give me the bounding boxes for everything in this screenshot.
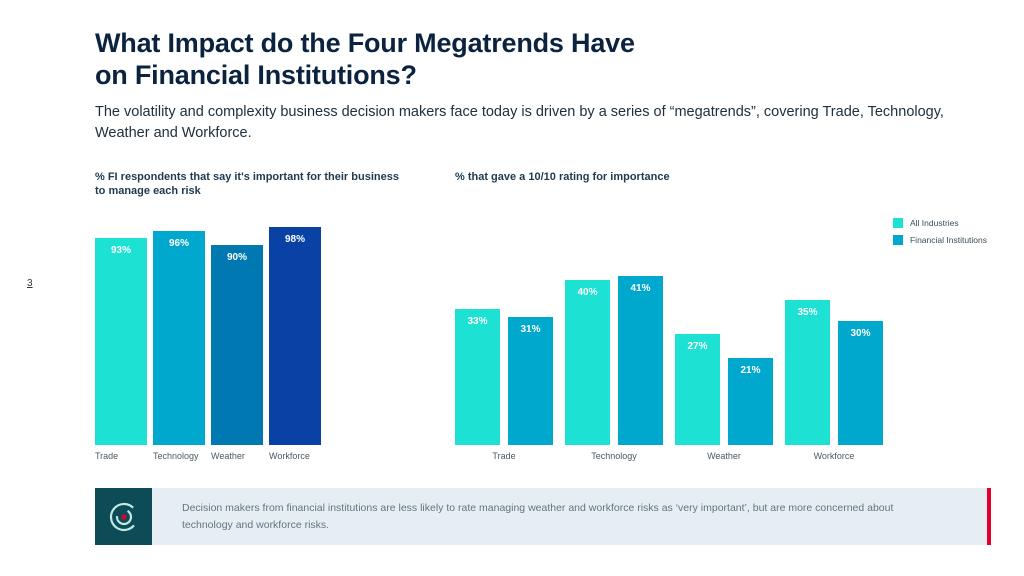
legend-label-financial-institutions: Financial Institutions [909, 235, 987, 245]
bar-technology: 41% [618, 275, 663, 446]
bar-group-workforce: 35% 30% Workforce [785, 238, 883, 461]
bar-value-label: 40% [577, 286, 598, 298]
charts-row: % FI respondents that say it's important… [95, 170, 995, 461]
insight-text-content: Decision makers from financial instituti… [182, 502, 894, 531]
bar-value-label: 30% [850, 328, 871, 340]
bar-value-label: 98% [284, 234, 305, 246]
legend-swatch-all-industries [892, 218, 903, 228]
bar-weather: 27% [675, 333, 720, 446]
category-label: Weather [211, 450, 245, 461]
category-label: Workforce [813, 451, 855, 462]
category-label: Technology [591, 451, 637, 462]
bar-technology: 96% [153, 231, 205, 445]
category-label: Workforce [269, 450, 310, 461]
bar-value-label: 35% [797, 307, 818, 319]
bar-group-weather: 90% Weather [211, 223, 263, 461]
bar-value-label: 33% [467, 315, 488, 327]
page-number[interactable]: 3 [27, 278, 33, 289]
page-subtitle: The volatility and complexity business d… [95, 103, 944, 141]
bar-trade: 31% [508, 316, 553, 446]
category-label: Trade [95, 450, 119, 461]
category-label: Weather [707, 451, 741, 462]
bar-value-label: 90% [226, 251, 247, 263]
bar-group-weather: 27% 21% Weather [675, 238, 773, 461]
legend-swatch-financial-institutions [892, 235, 903, 245]
bar-technology: 40% [565, 279, 610, 446]
bar-workforce: 35% [785, 300, 830, 446]
page-title-line2: on Financial Institutions? [95, 59, 417, 90]
bar-trade: 33% [455, 308, 500, 446]
bar-workforce: 98% [269, 227, 321, 445]
legend-item-all-industries: All Industries [892, 218, 987, 228]
category-label: Technology [153, 450, 199, 461]
legend-item-financial-institutions: Financial Institutions [892, 235, 987, 245]
bar-group-technology: 96% Technology [153, 223, 205, 461]
red-accent-bar [987, 488, 991, 545]
bar-group-workforce: 98% Workforce [269, 223, 321, 461]
bar-weather: 90% [211, 244, 263, 445]
chart-legend: All Industries Financial Institutions [892, 218, 987, 252]
insight-text: Decision makers from financial instituti… [152, 488, 987, 545]
bar-value-label: 96% [168, 238, 189, 250]
bar-value-label: 31% [520, 323, 541, 335]
insight-icon-box [95, 488, 152, 545]
page-title: What Impact do the Four Megatrends Have o… [95, 28, 935, 92]
chart-left-title: % FI respondents that say it's important… [95, 171, 399, 198]
bar-group-trade: 33% 31% Trade [455, 238, 553, 461]
chart-right-plot: 33% 31% Trade 40% 41% Technology 27% 21% Weather… [455, 238, 995, 461]
bar-group-trade: 93% Trade [95, 223, 147, 461]
chart-10-rating: % that gave a 10/10 rating for importanc… [455, 170, 995, 461]
bar-value-label: 41% [630, 282, 651, 294]
category-label: Trade [492, 451, 516, 462]
bar-workforce: 30% [838, 321, 883, 446]
bar-value-label: 27% [687, 340, 708, 352]
bar-group-technology: 40% 41% Technology [565, 238, 663, 461]
page-title-line1: What Impact do the Four Megatrends Have [95, 28, 635, 58]
chart-fi-importance: % FI respondents that say it's important… [95, 170, 455, 461]
bar-value-label: 21% [740, 365, 761, 377]
chart-left-plot: 93% Trade 96% Technology 90% Weather 98% Workfo… [95, 223, 455, 461]
bar-weather: 21% [728, 358, 773, 446]
insight-banner: Decision makers from financial instituti… [95, 488, 991, 545]
slide-header: What Impact do the Four Megatrends Have o… [95, 28, 944, 144]
chart-right-title: % that gave a 10/10 rating for importanc… [455, 171, 670, 183]
legend-label-all-industries: All Industries [909, 218, 959, 228]
bar-trade: 93% [95, 238, 147, 445]
bar-value-label: 93% [110, 245, 131, 257]
target-icon [109, 502, 138, 531]
